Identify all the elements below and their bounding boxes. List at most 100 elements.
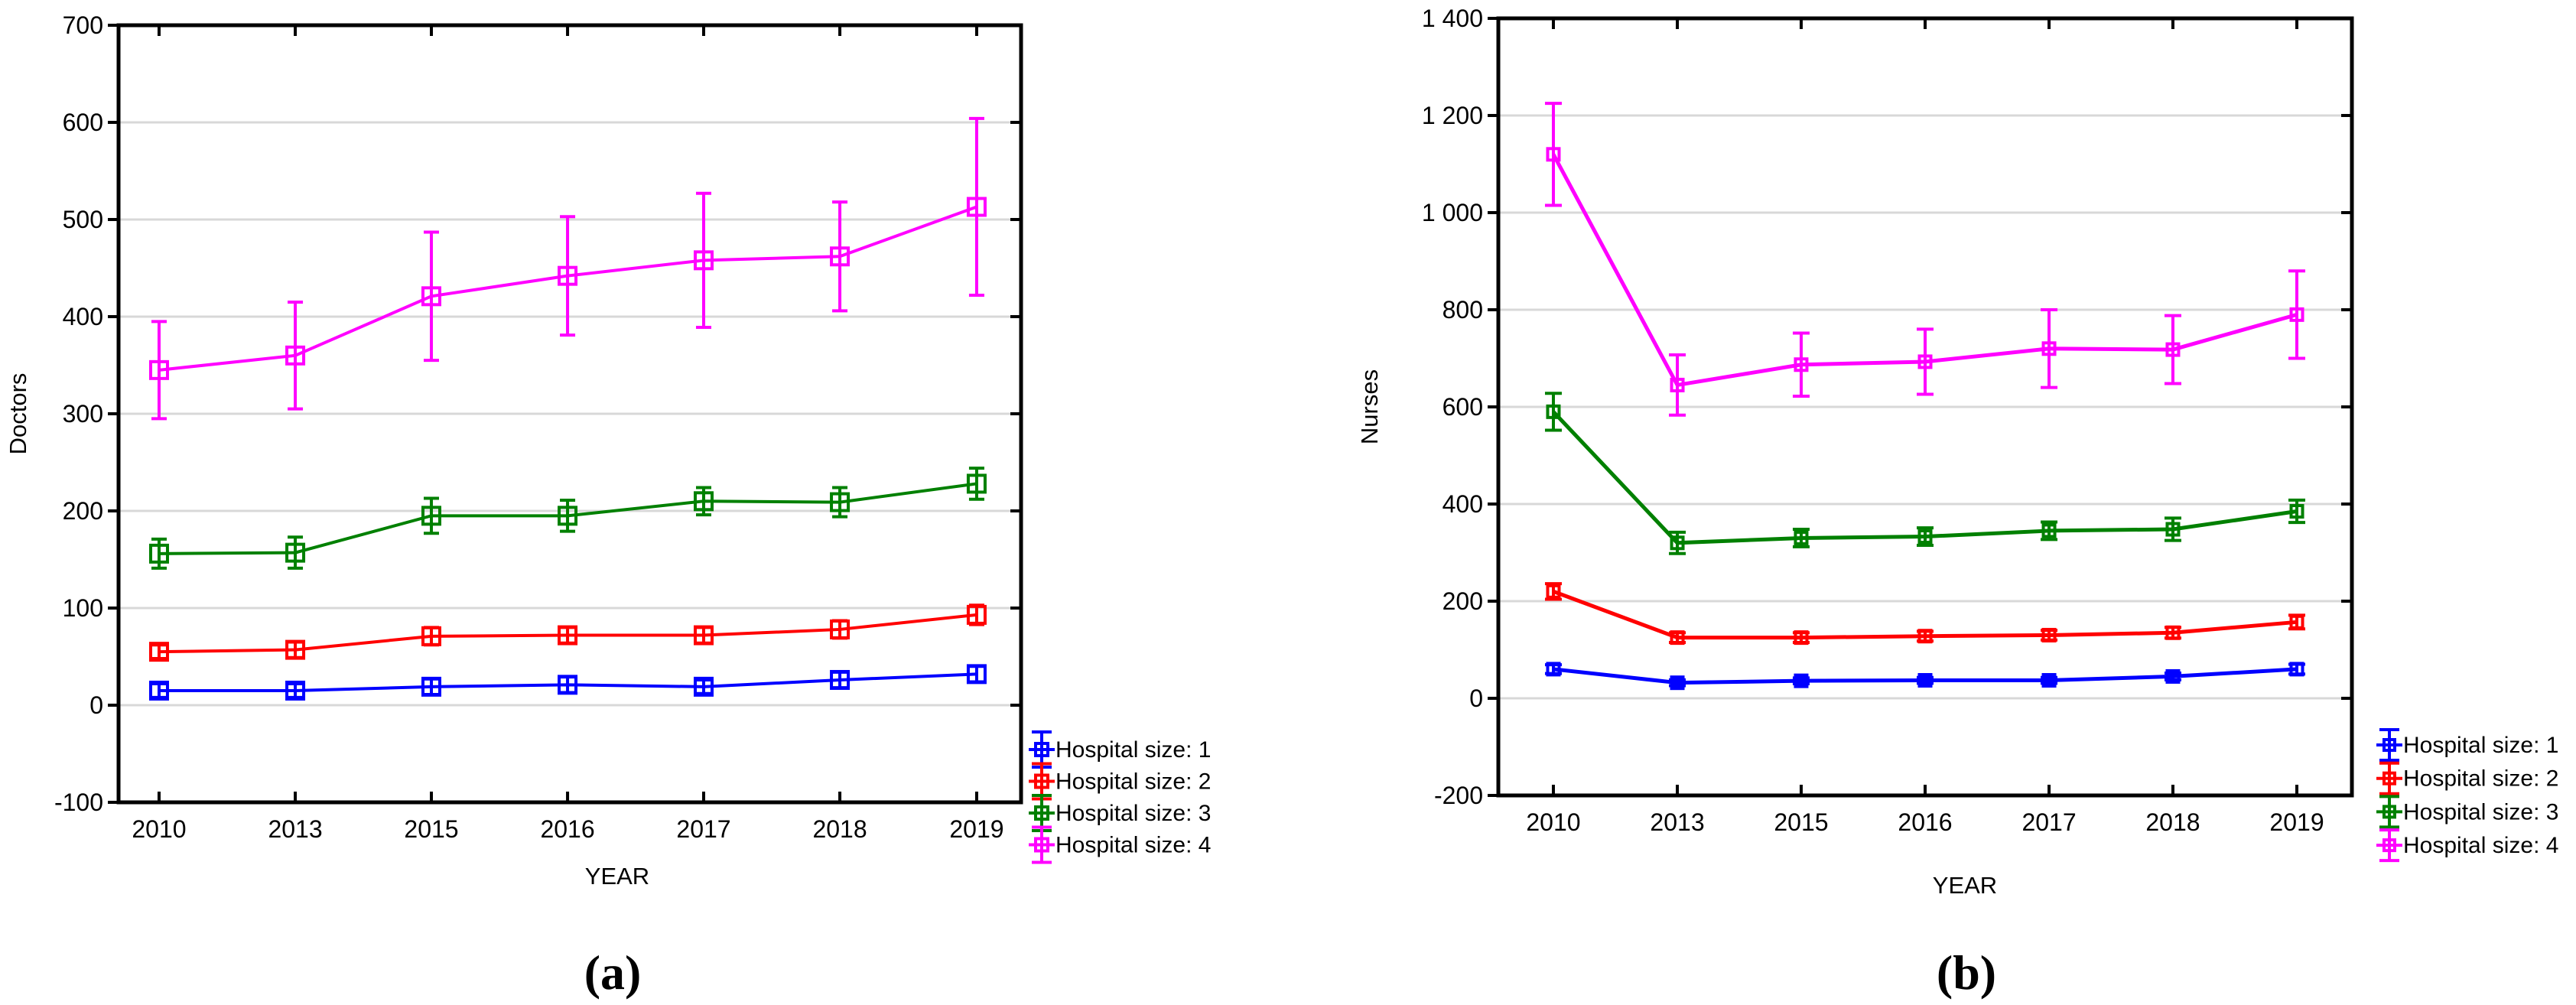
y-tick-label: 500 [63, 206, 103, 233]
legend-label: Hospital size: 2 [1055, 769, 1211, 795]
series-line-hospital-size-2 [158, 613, 977, 654]
x-tick-label: 2010 [132, 815, 186, 843]
legend-marker [1034, 837, 1049, 853]
data-point-marker-hospital-size-1 [2165, 668, 2181, 684]
data-point-marker-hospital-size-3 [1670, 535, 1685, 551]
series-line-hospital-size-3 [1552, 410, 2298, 545]
data-point-marker-hospital-size-4 [421, 286, 441, 307]
data-point-marker-hospital-size-1 [830, 669, 851, 690]
data-point-marker-hospital-size-1 [2289, 662, 2304, 677]
data-point-marker-hospital-size-3 [1794, 530, 1809, 545]
data-point-marker-hospital-size-3 [2041, 523, 2057, 538]
series-line-hospital-size-1 [1553, 667, 2298, 685]
data-point-marker-hospital-size-2 [693, 625, 714, 646]
panel-a-caption: (a) [584, 945, 642, 1000]
data-point-marker-hospital-size-3 [693, 491, 714, 512]
data-point-marker-hospital-size-2 [285, 639, 306, 660]
data-point-marker-hospital-size-3 [830, 492, 851, 512]
legend-item-3: Hospital size: 3 [1029, 794, 1211, 832]
legend-marker [2382, 838, 2396, 853]
data-point-marker-hospital-size-2 [1670, 630, 1685, 646]
data-point-marker-hospital-size-4 [1546, 147, 1561, 162]
data-point-marker-hospital-size-3 [1917, 529, 1933, 545]
series-line-hospital-size-4 [158, 205, 977, 372]
legend-label: Hospital size: 4 [1055, 833, 1211, 858]
legend-item-2: Hospital size: 2 [2376, 761, 2558, 795]
legend-item-1: Hospital size: 1 [1029, 730, 1211, 769]
x-tick-label: 2018 [812, 815, 867, 843]
series-line-hospital-size-2 [1553, 589, 2298, 640]
panel-nurses: 1 400 1 200 1 000 800 600 400 200 0 -200 2010 2013… [1288, 0, 2576, 1005]
data-point-marker-hospital-size-2 [558, 625, 578, 646]
series-line-hospital-size-3 [158, 482, 977, 555]
y-tick-label: 1 200 [1422, 102, 1483, 129]
y-tick-label: 200 [63, 497, 103, 525]
x-tick-label: 2010 [1526, 808, 1580, 836]
data-point-marker-hospital-size-1 [285, 680, 306, 701]
doctors-chart: 700 600 500 400 300 200 100 0 -100 2010 2013 2015 20… [5, 11, 1211, 1000]
data-point-marker-hospital-size-4 [2041, 341, 2057, 356]
legend-item-2: Hospital size: 2 [1029, 762, 1211, 801]
legend-marker [2382, 805, 2396, 819]
y-tick-label: 200 [1442, 587, 1483, 615]
nurses-y-axis-title: Nurses [1356, 369, 1383, 444]
data-point-marker-hospital-size-1 [421, 676, 441, 697]
panel-b-caption: (b) [1937, 945, 1996, 1000]
data-point-marker-hospital-size-4 [2289, 307, 2304, 322]
legend-label: Hospital size: 4 [2403, 833, 2558, 858]
data-point-marker-hospital-size-3 [2289, 504, 2304, 519]
doctors-x-axis-title: YEAR [585, 863, 649, 890]
data-point-marker-hospital-size-2 [421, 626, 441, 646]
data-point-marker-hospital-size-1 [693, 676, 714, 697]
x-tick-label: 2013 [268, 815, 322, 843]
legend-marker [1034, 742, 1049, 757]
data-point-marker-hospital-size-4 [1670, 377, 1685, 392]
legend-item-4: Hospital size: 4 [1029, 825, 1211, 864]
data-point-marker-hospital-size-1 [558, 675, 578, 695]
data-point-marker-hospital-size-2 [148, 642, 169, 662]
y-tick-label: -100 [54, 789, 103, 816]
y-tick-label: 800 [1442, 296, 1483, 324]
y-tick-label: 400 [1442, 490, 1483, 518]
data-point-marker-hospital-size-4 [693, 250, 714, 271]
data-point-marker-hospital-size-4 [1794, 357, 1809, 372]
legend-marker [1034, 805, 1049, 821]
y-tick-label: -200 [1434, 782, 1483, 809]
data-point-marker-hospital-size-2 [2165, 625, 2181, 640]
series-line-hospital-size-4 [1551, 153, 2298, 388]
data-point-marker-hospital-size-4 [285, 345, 306, 366]
data-point-marker-hospital-size-4 [2165, 342, 2181, 357]
data-point-marker-hospital-size-4 [1917, 354, 1933, 369]
legend-label: Hospital size: 1 [1055, 737, 1211, 763]
legend-item-3: Hospital size: 3 [2376, 795, 2558, 829]
data-point-marker-hospital-size-4 [966, 197, 987, 217]
data-point-marker-hospital-size-3 [148, 543, 169, 564]
legend-item-1: Hospital size: 1 [2376, 728, 2558, 762]
legend-label: Hospital size: 3 [2403, 799, 2558, 824]
legend-marker [2382, 738, 2396, 752]
x-tick-label: 2017 [676, 815, 730, 843]
y-tick-label: 100 [63, 594, 103, 622]
data-point-marker-hospital-size-1 [148, 680, 169, 701]
y-tick-label: 400 [63, 303, 103, 330]
x-tick-label: 2017 [2021, 808, 2076, 836]
x-tick-label: 2015 [404, 815, 458, 843]
legend-label: Hospital size: 2 [2403, 766, 2558, 792]
legend-label: Hospital size: 3 [1055, 801, 1211, 826]
data-point-marker-hospital-size-1 [1794, 673, 1809, 688]
y-tick-label: 0 [89, 691, 103, 719]
data-point-marker-hospital-size-2 [966, 604, 987, 625]
y-tick-label: 1 400 [1422, 5, 1483, 32]
data-point-marker-hospital-size-2 [2289, 614, 2304, 629]
data-point-marker-hospital-size-3 [558, 506, 578, 526]
panel-doctors: 700 600 500 400 300 200 100 0 -100 2010 2013 2015 20… [5, 11, 1211, 1000]
data-point-marker-hospital-size-1 [2041, 673, 2057, 688]
x-tick-label: 2019 [949, 815, 1003, 843]
y-tick-label: 300 [63, 400, 103, 428]
legend-marker [1034, 773, 1049, 789]
legend-item-4: Hospital size: 4 [2376, 828, 2558, 863]
nurses-x-axis-title: YEAR [1933, 872, 1997, 899]
data-point-marker-hospital-size-3 [2165, 522, 2181, 537]
data-point-marker-hospital-size-2 [1794, 630, 1809, 646]
